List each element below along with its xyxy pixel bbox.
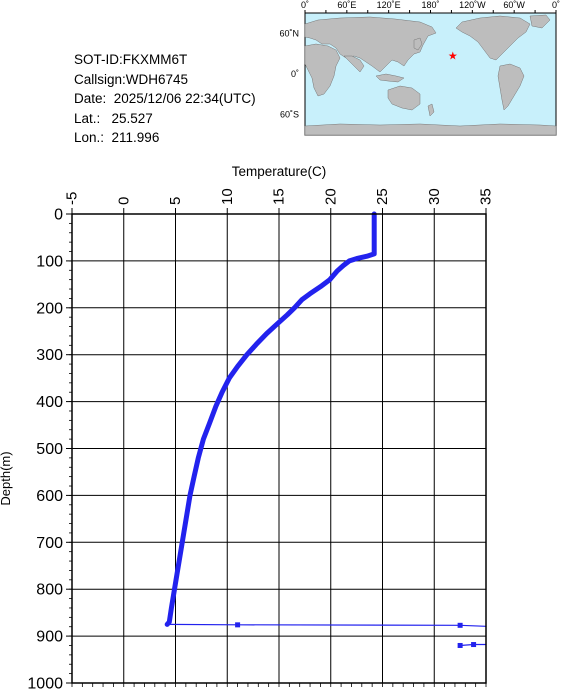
x-tick-label: 0 <box>115 197 132 205</box>
station-info: SOT-ID:FKXMM6T Callsign:WDH6745 Date: 20… <box>74 50 256 148</box>
map-latitude-labels: 60˚N 0˚ 60˚S <box>279 28 299 119</box>
eurasia-shape <box>304 16 437 73</box>
map-lon-label: 60˚W <box>503 0 525 10</box>
profile-line-1 <box>166 623 487 627</box>
x-tick-label: -5 <box>64 192 81 205</box>
profile-line-0 <box>164 211 377 627</box>
north-america-shape <box>455 15 531 61</box>
south-america-shape <box>497 63 525 111</box>
indonesia-shape <box>375 73 405 83</box>
y-tick-label: 900 <box>36 629 63 646</box>
x-tick-label: 25 <box>374 188 391 205</box>
profile-point-marker <box>471 642 477 648</box>
antarctica-shape <box>304 123 557 136</box>
callsign-label: Callsign:WDH6745 <box>74 71 189 87</box>
map-lon-label: 0˚ <box>552 0 560 10</box>
y-tick-label: 700 <box>36 535 63 552</box>
lat-label: Lat.: 25.527 <box>74 110 153 126</box>
x-tick-label: 20 <box>322 188 339 205</box>
greenland-shape <box>529 14 551 29</box>
y-tick-label: 400 <box>36 394 63 411</box>
profile-point-marker <box>235 622 241 628</box>
map-lat-label: 60˚N <box>279 28 299 38</box>
map-lon-label: 60˚E <box>337 0 356 10</box>
y-axis-ticks: 0 100 200 300 400 500 600 700 800 900 1000 <box>27 207 72 690</box>
y-tick-label: 0 <box>54 207 63 224</box>
x-tick-label: 15 <box>271 188 288 205</box>
plot-frame <box>71 213 487 684</box>
y-tick-label: 500 <box>36 441 63 458</box>
x-tick-label: 30 <box>426 188 443 205</box>
profile-point-marker <box>457 622 463 628</box>
map-lat-label: 60˚S <box>280 110 299 120</box>
profile-series <box>164 211 487 648</box>
map-lon-label: 120˚W <box>459 0 486 10</box>
x-tick-label: 35 <box>478 188 495 205</box>
x-tick-label: 10 <box>219 188 236 205</box>
japan-shape <box>413 37 423 51</box>
date-label: Date: 2025/12/06 22:34(UTC) <box>74 91 256 107</box>
x-tick-label: 5 <box>167 197 184 205</box>
map-frame: 0˚ 60˚E 120˚E 180˚ 120˚W 60˚W 0˚ 60˚N 0˚ 60˚S ★ <box>279 0 560 136</box>
map-frame-ticks <box>304 10 557 13</box>
map-land <box>304 14 557 136</box>
map-longitude-labels: 0˚ 60˚E 120˚E 180˚ 120˚W 60˚W 0˚ <box>301 0 560 10</box>
y-tick-label: 1000 <box>27 676 63 690</box>
sot-id-label: SOT-ID:FKXMM6T <box>74 52 188 67</box>
map-lon-label: 0˚ <box>301 0 309 10</box>
lon-label: Lon.: 211.996 <box>74 130 160 146</box>
y-tick-label: 200 <box>36 300 63 317</box>
africa-shape <box>304 43 341 97</box>
new-zealand-shape <box>427 103 435 117</box>
station-marker: ★ <box>448 51 458 63</box>
x-axis-ticks: -5 0 5 10 15 20 25 30 35 <box>64 188 495 687</box>
x-axis-label: Temperature(C) <box>232 164 327 179</box>
map-lon-label: 120˚E <box>377 0 401 10</box>
india-shape <box>343 55 365 73</box>
y-tick-label: 100 <box>36 253 63 270</box>
y-tick-label: 600 <box>36 488 63 505</box>
profile-point-marker <box>457 642 463 648</box>
y-tick-label: 800 <box>36 582 63 599</box>
chart-grid <box>71 213 487 684</box>
map-lon-label: 180˚ <box>421 0 439 10</box>
map-lat-label: 0˚ <box>291 69 299 79</box>
australia-shape <box>387 85 421 111</box>
y-tick-label: 300 <box>36 347 63 364</box>
y-axis-label: Depth(m) <box>0 451 13 505</box>
